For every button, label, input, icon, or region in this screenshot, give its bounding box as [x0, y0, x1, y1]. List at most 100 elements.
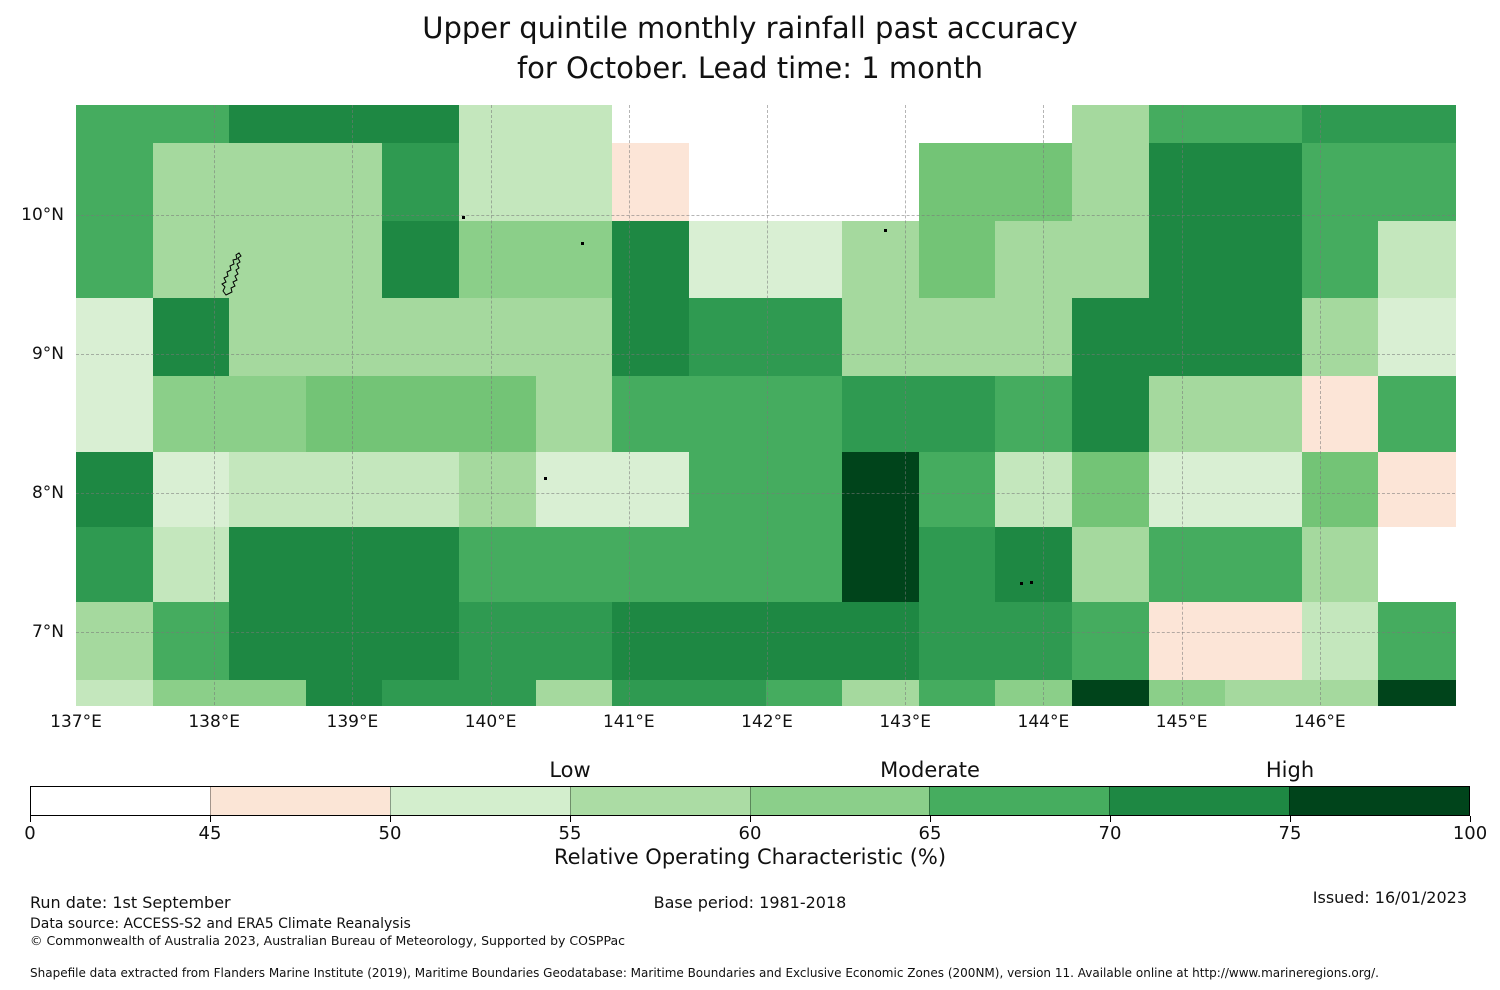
map-cell — [1148, 143, 1226, 222]
map-cell — [382, 602, 460, 681]
map-cell — [765, 527, 843, 603]
colorbar-tick-label: 100 — [1452, 823, 1488, 844]
colorbar-tick — [390, 816, 391, 822]
map-cell — [765, 680, 843, 706]
map-cell — [1301, 221, 1379, 299]
map-cell — [918, 376, 996, 453]
map-cell — [1148, 452, 1226, 528]
colorbar-segment — [31, 787, 210, 815]
map-cell — [1378, 298, 1456, 377]
map-cell — [229, 452, 307, 528]
colorbar-tick-label: 45 — [198, 823, 222, 844]
map-cell — [535, 298, 613, 377]
graticule-meridian — [905, 105, 907, 705]
map-cell — [1301, 527, 1379, 603]
map-cell — [995, 221, 1073, 299]
map-cell — [612, 143, 690, 222]
map-cell — [842, 105, 920, 144]
island-outline — [219, 251, 245, 297]
map-cell — [918, 452, 996, 528]
map-cell — [76, 298, 154, 377]
map-cell — [535, 680, 613, 706]
map-cell — [229, 298, 307, 377]
colorbar-tick-label: 55 — [558, 823, 582, 844]
map-cell — [459, 680, 537, 706]
map-cell — [152, 105, 230, 144]
map-cell — [459, 221, 537, 299]
map-cell — [229, 602, 307, 681]
map-cell — [459, 452, 537, 528]
map-cell — [688, 602, 767, 681]
map-cell — [382, 376, 460, 453]
map-cell — [76, 221, 154, 299]
map-cell — [152, 680, 230, 706]
colorbar-tick — [1470, 816, 1471, 822]
map-cell — [765, 452, 843, 528]
map-cell — [842, 376, 920, 453]
map-cell — [995, 602, 1073, 681]
colorbar-segment — [209, 787, 390, 815]
map-cell — [688, 105, 767, 144]
map-cell — [1148, 221, 1226, 299]
x-tick-label: 140°E — [464, 712, 517, 732]
colorbar-bar — [30, 786, 1470, 816]
map-cell — [995, 527, 1073, 603]
colorbar-tick — [930, 816, 931, 822]
map-cell — [1378, 680, 1456, 706]
map-cell — [612, 221, 690, 299]
graticule-meridian — [490, 105, 492, 705]
x-tick-label: 146°E — [1293, 712, 1346, 732]
colorbar-segment — [569, 787, 750, 815]
map-cell — [305, 105, 384, 144]
colorbar-tick — [570, 816, 571, 822]
graticule-parallel — [76, 493, 1455, 494]
map-cell — [535, 105, 613, 144]
map-cell — [1148, 602, 1226, 681]
map-cell — [612, 376, 690, 453]
map-cell — [612, 527, 690, 603]
x-tick-label: 142°E — [741, 712, 793, 732]
x-tick-label: 143°E — [879, 712, 932, 732]
map-cell — [918, 143, 996, 222]
footer-shapefile-note: Shapefile data extracted from Flanders M… — [30, 966, 1379, 980]
islet-dot — [1020, 582, 1023, 585]
graticule-meridian — [628, 105, 630, 705]
map-cell — [152, 527, 230, 603]
graticule-meridian — [352, 105, 354, 705]
map-cell — [1378, 452, 1456, 528]
map-cell — [382, 527, 460, 603]
graticule-meridian — [1319, 105, 1321, 705]
map-cell — [1071, 298, 1150, 377]
map-cell — [995, 376, 1073, 453]
map-cell — [305, 452, 384, 528]
islet-dot — [544, 477, 547, 480]
map-cell — [459, 376, 537, 453]
map-cell — [918, 105, 996, 144]
colorbar-tick-label: 70 — [1098, 823, 1122, 844]
map-cell — [382, 298, 460, 377]
colorbar-category-label: Low — [549, 758, 591, 782]
map-cell — [229, 221, 307, 299]
map-cell — [1378, 105, 1456, 144]
map-cell — [535, 602, 613, 681]
map-cell — [918, 680, 996, 706]
graticule-meridian — [1181, 105, 1183, 705]
graticule-parallel — [76, 632, 1455, 633]
footer-run-date: Run date: 1st September — [30, 893, 231, 912]
map-cell — [1148, 105, 1226, 144]
colorbar-tick — [750, 816, 751, 822]
graticule-parallel — [76, 354, 1455, 355]
map-cell — [229, 680, 307, 706]
chart-title-line2: for October. Lead time: 1 month — [516, 51, 984, 85]
map-cell — [382, 105, 460, 144]
footer-copyright: © Commonwealth of Australia 2023, Austra… — [30, 933, 625, 948]
graticule-meridian — [1043, 105, 1045, 705]
map-cell — [305, 221, 384, 299]
map-cell — [842, 680, 920, 706]
map-cell — [1225, 452, 1303, 528]
map-cell — [305, 143, 384, 222]
footer-data-source: Data source: ACCESS-S2 and ERA5 Climate … — [30, 916, 411, 932]
map-cell — [229, 105, 307, 144]
map-cell — [76, 143, 154, 222]
map-cell — [76, 452, 154, 528]
